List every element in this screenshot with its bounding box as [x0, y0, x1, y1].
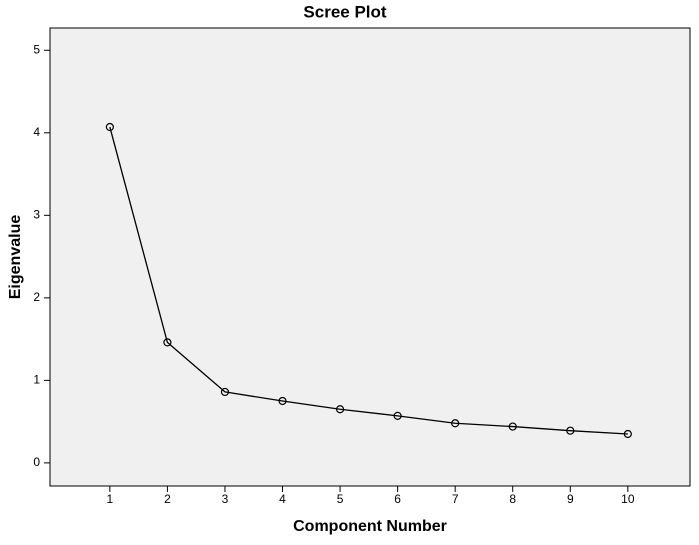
data-point	[278, 396, 287, 406]
y-tick-label: 0	[33, 455, 40, 469]
x-tick-label: 10	[621, 492, 635, 506]
x-tick-label: 5	[337, 492, 344, 506]
x-tick-label: 3	[222, 492, 229, 506]
data-point	[163, 338, 172, 347]
x-tick-label: 6	[394, 492, 401, 506]
y-tick-label: 5	[33, 42, 40, 56]
y-tick-label: 4	[33, 125, 40, 139]
y-axis-label: Eigenvalue	[7, 215, 24, 300]
plot-area	[49, 27, 691, 487]
y-tick-label: 2	[33, 290, 40, 304]
data-point	[451, 419, 460, 428]
y-tick-label: 1	[33, 373, 40, 387]
data-point	[220, 387, 230, 397]
data-point	[508, 422, 517, 431]
x-tick-label: 7	[452, 492, 459, 506]
x-axis-label: Component Number	[293, 518, 447, 535]
chart-title: Scree Plot	[303, 2, 386, 21]
x-tick-label: 1	[107, 492, 114, 506]
x-tick-label: 2	[164, 492, 171, 506]
data-point	[105, 122, 114, 132]
x-tick-label: 4	[279, 492, 286, 506]
x-tick-label: 9	[567, 492, 574, 506]
y-tick-label: 3	[33, 207, 40, 221]
data-point	[566, 426, 575, 435]
x-tick-label: 8	[509, 492, 516, 506]
data-point	[335, 405, 345, 414]
series-line	[109, 126, 628, 435]
data-point	[393, 411, 402, 420]
data-point	[623, 429, 632, 439]
